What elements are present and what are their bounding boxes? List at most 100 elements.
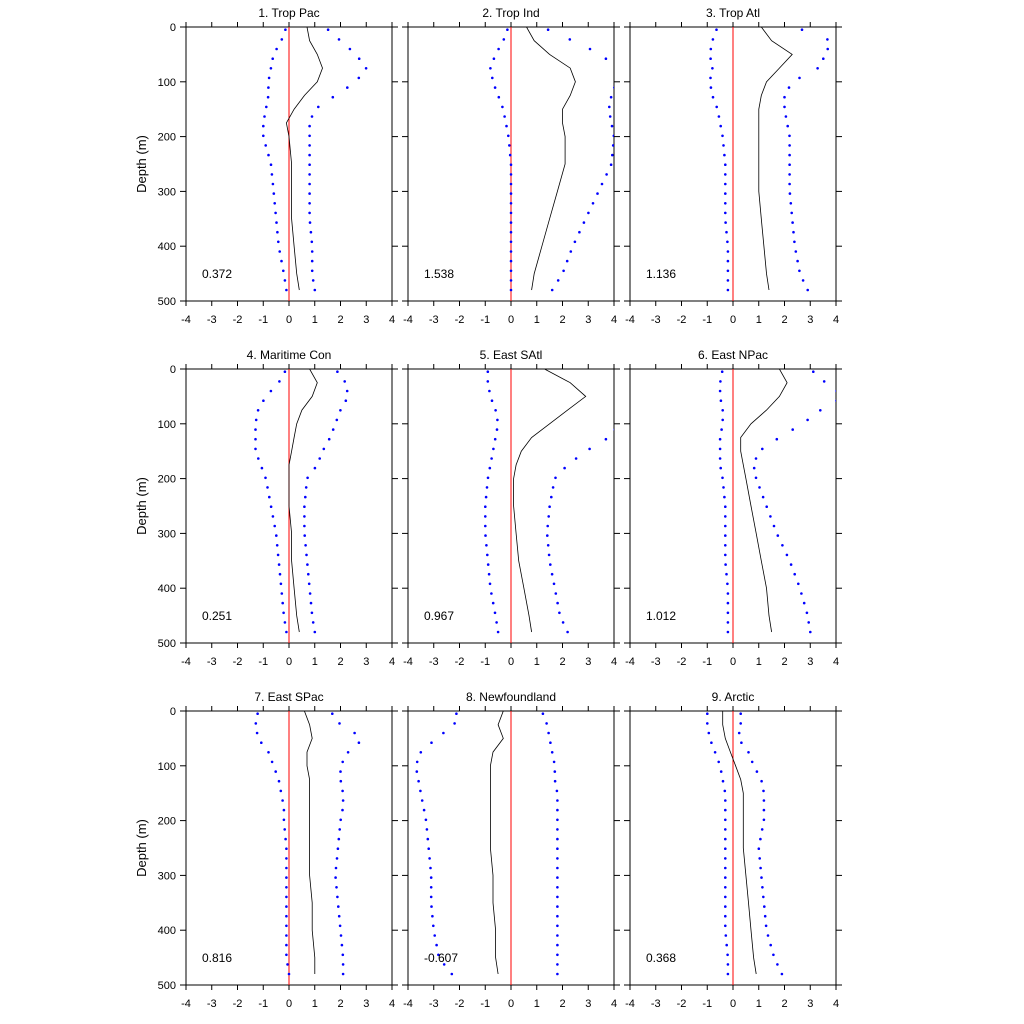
upper-bound-dot bbox=[790, 211, 793, 215]
upper-bound-dot bbox=[556, 924, 559, 928]
y-tick-label: 100 bbox=[158, 77, 176, 89]
x-tick-label: -4 bbox=[181, 656, 191, 668]
upper-bound-dot bbox=[337, 914, 341, 918]
x-tick-label: 3 bbox=[585, 314, 591, 326]
x-tick-label: 4 bbox=[833, 314, 839, 326]
lower-bound-dot bbox=[725, 572, 728, 576]
x-tick-label: -3 bbox=[207, 314, 217, 326]
lower-bound-dot bbox=[274, 770, 278, 773]
panel-8: 8. Newfoundland -4 -3 -2 -1 0 1 2 3 4 -0.607 bbox=[402, 690, 620, 1010]
upper-bound-dot bbox=[754, 457, 758, 460]
lower-bound-dot bbox=[427, 847, 431, 850]
upper-bound-dot bbox=[776, 534, 780, 537]
lower-bound-dot bbox=[271, 182, 275, 186]
lower-bound-dot bbox=[262, 399, 265, 403]
panel-3: 3. Trop Atl -4 -3 -2 -1 0 1 2 3 4 1.136 bbox=[624, 6, 842, 326]
lower-bound-dot bbox=[711, 67, 714, 70]
upper-bound-dot bbox=[807, 621, 810, 624]
upper-bound-dot bbox=[816, 67, 819, 70]
panel-annotation: -0.607 bbox=[424, 951, 458, 965]
x-tick-label: -1 bbox=[258, 656, 268, 668]
upper-bound-dot bbox=[775, 437, 779, 441]
x-tick-label: 1 bbox=[312, 314, 318, 326]
upper-bound-dot bbox=[338, 924, 342, 928]
lower-bound-dot bbox=[281, 799, 284, 802]
lower-bound-dot bbox=[492, 57, 496, 60]
upper-bound-dot bbox=[556, 601, 559, 605]
lower-bound-dot bbox=[269, 389, 273, 393]
lower-bound-dot bbox=[720, 370, 724, 374]
upper-bound-dot bbox=[551, 486, 555, 489]
panel-title: 1. Trop Pac bbox=[258, 6, 319, 20]
x-tick-label: 3 bbox=[363, 314, 369, 326]
panel-annotation: 0.816 bbox=[202, 951, 232, 965]
upper-bound-dot bbox=[754, 476, 758, 480]
upper-bound-dot bbox=[604, 437, 608, 441]
upper-bound-dot bbox=[569, 250, 573, 253]
upper-bound-dot bbox=[550, 572, 554, 576]
upper-bound-dot bbox=[792, 230, 795, 234]
upper-bound-dot bbox=[619, 419, 622, 422]
lower-bound-dot bbox=[724, 163, 727, 166]
upper-bound-dot bbox=[549, 563, 552, 566]
lower-bound-dot bbox=[724, 895, 727, 899]
lower-bound-dot bbox=[725, 943, 728, 947]
lower-bound-dot bbox=[486, 563, 490, 566]
upper-bound-dot bbox=[556, 905, 559, 908]
upper-bound-dot bbox=[318, 457, 322, 460]
lower-bound-dot bbox=[726, 630, 730, 634]
lower-bound-dot bbox=[711, 38, 715, 41]
x-tick-label: 1 bbox=[534, 998, 540, 1010]
upper-bound-dot bbox=[561, 621, 565, 624]
upper-bound-dot bbox=[310, 240, 314, 244]
lower-bound-dot bbox=[260, 466, 264, 470]
x-tick-label: 4 bbox=[833, 998, 839, 1010]
upper-bound-dot bbox=[364, 67, 368, 70]
upper-bound-dot bbox=[337, 905, 340, 908]
upper-bound-dot bbox=[556, 857, 559, 860]
upper-bound-dot bbox=[737, 731, 741, 735]
lower-bound-dot bbox=[285, 876, 288, 879]
upper-bound-dot bbox=[552, 582, 556, 586]
upper-bound-dot bbox=[764, 924, 768, 928]
upper-bound-dot bbox=[587, 211, 590, 215]
upper-bound-dot bbox=[762, 799, 766, 802]
upper-bound-dot bbox=[334, 876, 337, 879]
upper-bound-dot bbox=[798, 269, 801, 273]
x-tick-label: -1 bbox=[480, 656, 490, 668]
upper-bound-dot bbox=[309, 601, 313, 605]
lower-bound-dot bbox=[256, 409, 260, 412]
upper-bound-dot bbox=[802, 601, 806, 605]
upper-bound-dot bbox=[339, 409, 342, 412]
upper-bound-dot bbox=[787, 86, 791, 89]
panel-plot-area bbox=[489, 27, 614, 301]
upper-bound-dot bbox=[740, 741, 743, 744]
lower-bound-dot bbox=[278, 380, 281, 383]
upper-bound-dot bbox=[547, 553, 551, 557]
x-tick-label: 0 bbox=[730, 314, 736, 326]
lower-bound-dot bbox=[484, 505, 487, 509]
x-tick-label: -2 bbox=[233, 656, 243, 668]
upper-bound-dot bbox=[357, 741, 361, 744]
panel-plot-area bbox=[709, 27, 829, 301]
lower-bound-dot bbox=[269, 505, 273, 509]
upper-bound-dot bbox=[311, 279, 315, 282]
upper-bound-dot bbox=[752, 466, 756, 470]
upper-bound-dot bbox=[310, 259, 314, 263]
lower-bound-dot bbox=[724, 505, 727, 509]
upper-bound-dot bbox=[806, 288, 809, 292]
upper-bound-dot bbox=[357, 76, 361, 80]
lower-bound-dot bbox=[713, 751, 717, 754]
lower-bound-dot bbox=[484, 515, 487, 518]
lower-bound-dot bbox=[721, 476, 724, 480]
upper-bound-dot bbox=[339, 934, 343, 937]
lower-bound-dot bbox=[268, 495, 271, 499]
lower-bound-dot bbox=[724, 818, 727, 822]
lower-bound-dot bbox=[494, 409, 497, 412]
lower-bound-dot bbox=[267, 76, 271, 80]
panel-title: 4. Maritime Con bbox=[247, 348, 332, 362]
upper-bound-dot bbox=[308, 192, 311, 195]
lower-bound-dot bbox=[285, 895, 288, 899]
upper-bound-dot bbox=[781, 544, 784, 547]
panel-2: 2. Trop Ind -4 -3 -2 -1 0 1 2 3 4 1.538 bbox=[402, 6, 620, 326]
